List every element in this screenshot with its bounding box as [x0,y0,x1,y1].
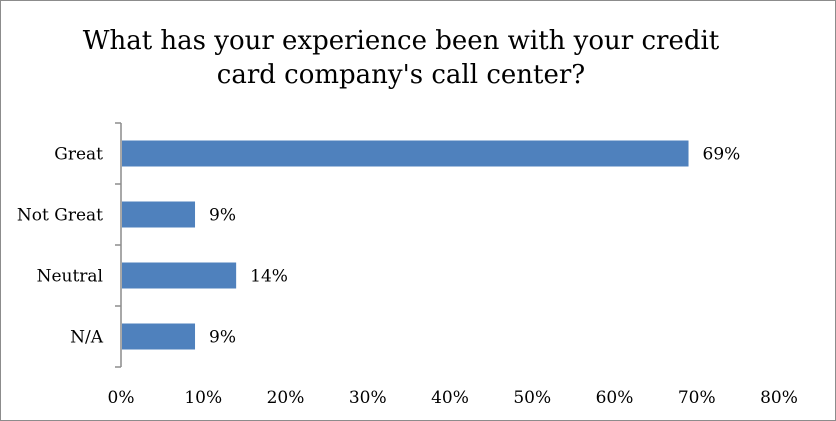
data-label: 14% [250,267,288,287]
data-label: 9% [209,206,236,226]
category-label: Neutral [37,267,103,287]
bar [122,140,689,167]
x-tick-label: 10% [184,388,222,408]
x-tick-label: 60% [596,388,634,408]
x-tick-label: 30% [349,388,387,408]
chart-title-line-2: card company's call center? [217,60,585,90]
x-tick-label: 50% [513,388,551,408]
bars [122,140,689,350]
data-label: 69% [703,145,741,165]
x-tick-label: 0% [108,388,135,408]
category-label: Not Great [17,206,103,226]
bar [122,262,237,289]
axes [115,122,122,368]
x-tick-label: 20% [267,388,305,408]
bar [122,201,196,228]
x-tick-label: 80% [760,388,798,408]
chart-title-line-1: What has your experience been with your … [83,26,720,56]
category-label: N/A [70,328,104,348]
labels: Great 69% Not Great 9% Neutral 14% N/A 9% 0% 10% 2… [17,145,798,409]
x-tick-label: 70% [678,388,716,408]
bar [122,323,196,350]
chart-title: What has your experience been with your … [83,26,720,90]
x-tick-label: 40% [431,388,469,408]
data-label: 9% [209,328,236,348]
category-label: Great [54,145,103,165]
